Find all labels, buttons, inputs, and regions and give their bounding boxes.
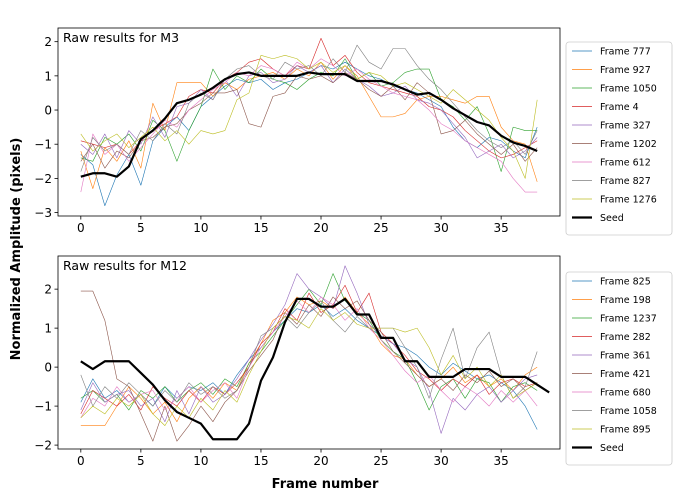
legend-label: Frame 361 [600,351,651,362]
legend: Frame 825 Frame 198 Frame 1237 Frame 282 Fra… [565,271,673,466]
y-tick-label: 1 [44,322,52,336]
legend-label: Frame 612 [600,158,651,169]
y-tick-label: −1 [34,400,52,414]
y-tick-label: 2 [44,283,52,297]
legend-label: Frame 927 [600,65,651,76]
x-tick-label: 20 [313,221,328,235]
legend-label: Frame 421 [600,369,651,380]
legend-label: Frame 825 [600,277,651,288]
legend-label: Frame 777 [600,47,651,58]
x-tick-label: 25 [373,221,388,235]
legend-label: Frame 1276 [600,195,657,206]
y-tick-label: 0 [44,104,52,118]
legend-label: Frame 827 [600,176,651,187]
axes-frame [57,27,561,217]
legend: Frame 777 Frame 927 Frame 1050 Frame 4 Frame… [565,41,673,236]
legend-label: Frame 282 [600,332,651,343]
legend-label: Frame 1058 [600,406,657,417]
chart-m12: 0 5 10 15 20 25 30 35 −2 −1 0 1 2 Raw results for M12… [34,255,673,468]
x-tick-label: 35 [494,221,509,235]
series-line-seed [80,71,538,178]
series-line-frame-1058 [80,300,538,407]
series-line-seed [80,297,550,441]
y-tick-label: 1 [44,69,52,83]
x-tick-label: 30 [433,454,448,468]
panel-title: Raw results for M3 [63,30,179,45]
plot-area [80,37,538,207]
legend-label: Frame 1202 [600,139,657,150]
legend-box [565,271,673,466]
x-tick-label: 15 [253,221,268,235]
legend-label: Frame 198 [600,295,651,306]
axes-frame [57,255,561,450]
plot-area [80,265,550,442]
x-axis-label: Frame number [272,477,379,492]
y-tick-label: 0 [44,361,52,375]
y-tick-label: −2 [34,172,52,186]
series-line-frame-1202 [80,72,538,169]
y-tick-label: 2 [44,35,52,49]
x-tick-label: 0 [77,221,85,235]
x-tick-label: 25 [373,454,388,468]
y-axis-label: Normalized Amplitude (pixels) [9,138,24,361]
x-tick-label: 20 [313,454,328,468]
legend-label: Frame 1050 [600,84,657,95]
chart-m3: 0 5 10 15 20 25 30 35 −3 −2 −1 0 1 2 Raw results for M… [34,27,673,236]
legend-label: Frame 4 [600,102,639,113]
x-tick-label: 30 [433,221,448,235]
x-tick-label: 5 [137,454,145,468]
y-tick-label: −3 [34,206,52,220]
legend-label: Seed [600,213,624,224]
series-line-frame-927 [80,61,538,189]
x-tick-label: 0 [77,454,85,468]
legend-label: Seed [600,443,624,454]
panel-title: Raw results for M12 [63,258,187,273]
legend-label: Frame 327 [600,121,651,132]
x-tick-label: 35 [494,454,509,468]
y-tick-label: −1 [34,138,52,152]
x-tick-label: 10 [193,454,208,468]
series-line-frame-361 [80,265,538,434]
series-line-frame-1276 [80,55,538,179]
x-tick-label: 5 [137,221,145,235]
legend-box [565,41,673,236]
y-tick-label: −2 [34,439,52,453]
series-line-frame-421 [80,290,538,442]
legend-label: Frame 680 [600,388,651,399]
x-tick-label: 15 [253,454,268,468]
legend-label: Frame 1237 [600,314,657,325]
x-tick-label: 10 [193,221,208,235]
legend-label: Frame 895 [600,425,651,436]
